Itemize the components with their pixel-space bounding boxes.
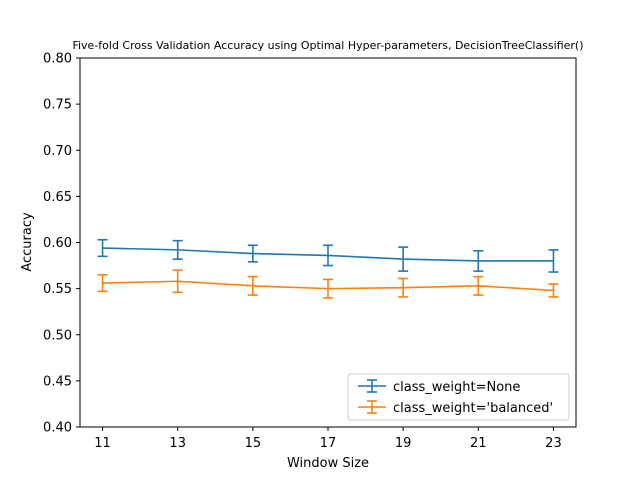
x-tick-label: 11 [94,436,111,451]
y-tick-label: 0.65 [43,190,72,205]
x-tick-label: 15 [245,436,262,451]
series-2 [97,269,559,299]
x-tick-label: 19 [395,436,412,451]
y-tick-label: 0.60 [43,236,72,251]
legend-label: class_weight=None [393,380,520,395]
legend: class_weight=None class_weight='balanced' [347,373,570,421]
x-tick-label: 23 [545,436,562,451]
chart-title: Five-fold Cross Validation Accuracy usin… [72,39,583,52]
y-tick-label: 0.50 [43,328,72,343]
y-tick-label: 0.80 [43,52,72,67]
y-axis-label: Accuracy [20,212,35,272]
y-tick-label: 0.70 [43,144,72,159]
y-tick-label: 0.55 [43,282,72,297]
y-tick-label: 0.75 [43,98,72,113]
x-tick-label: 13 [169,436,186,451]
plot-frame [79,57,577,428]
legend-label: class_weight='balanced' [393,401,553,416]
y-tick-label: 0.40 [43,421,72,436]
x-tick-label: 21 [470,436,487,451]
y-tick-label: 0.45 [43,374,72,389]
x-axis-label: Window Size [287,456,369,471]
legend-box [347,373,570,421]
x-tick-label: 17 [320,436,337,451]
plot-area: 0.40 0.45 0.50 0.55 0.60 0.65 0.70 0.75 0.80 11 13… [43,52,577,451]
series-1 [97,238,559,273]
